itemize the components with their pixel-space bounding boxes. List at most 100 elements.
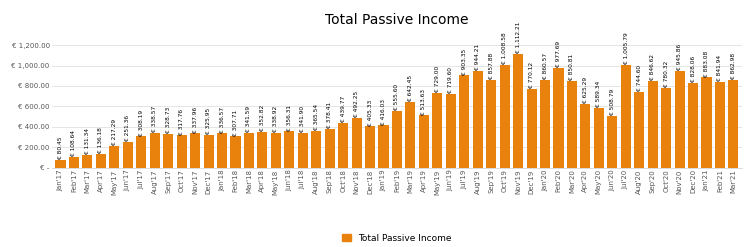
Bar (567, 81, 577, 168)
Bar (55, 160, 66, 168)
Bar (190, 133, 200, 168)
Text: € 341.90: € 341.90 (300, 106, 306, 132)
Text: € 338.92: € 338.92 (273, 106, 279, 132)
Text: € 341.59: € 341.59 (246, 106, 252, 132)
Text: € 770.12: € 770.12 (529, 62, 534, 88)
Text: € 416.03: € 416.03 (381, 99, 386, 124)
Text: € 719.60: € 719.60 (449, 67, 453, 93)
Text: € 405.33: € 405.33 (368, 99, 372, 126)
Text: € 589.34: € 589.34 (596, 81, 601, 107)
Text: € 841.94: € 841.94 (718, 55, 723, 81)
Text: € 136.18: € 136.18 (98, 127, 103, 153)
Text: € 945.86: € 945.86 (677, 44, 682, 70)
Text: € 857.88: € 857.88 (488, 53, 494, 79)
Bar (231, 136, 240, 168)
Bar (271, 133, 281, 168)
Bar (244, 133, 254, 168)
Bar (513, 54, 523, 168)
Bar (177, 135, 187, 168)
Text: € 131.34: € 131.34 (85, 128, 90, 154)
Bar (715, 82, 725, 168)
Text: € 328.73: € 328.73 (166, 107, 171, 133)
Bar (285, 131, 294, 168)
Bar (446, 94, 456, 168)
Bar (419, 115, 429, 168)
Text: € 1,112.21: € 1,112.21 (515, 22, 521, 53)
Bar (163, 134, 173, 168)
Bar (580, 104, 590, 168)
Bar (500, 65, 509, 168)
Text: € 356.31: € 356.31 (287, 105, 292, 131)
Text: € 729.00: € 729.00 (435, 66, 440, 92)
Bar (554, 68, 563, 168)
Bar (688, 83, 698, 168)
Text: € 325.95: € 325.95 (206, 107, 211, 134)
Text: € 251.36: € 251.36 (125, 115, 130, 141)
Text: € 337.96: € 337.96 (192, 106, 198, 132)
Text: € 80.45: € 80.45 (58, 136, 63, 159)
Text: € 1,005.79: € 1,005.79 (623, 32, 628, 64)
Bar (432, 93, 443, 168)
Bar (540, 80, 550, 168)
Bar (675, 71, 685, 168)
Text: € 1,008.58: € 1,008.58 (502, 32, 507, 64)
Bar (634, 92, 644, 168)
Bar (69, 157, 79, 168)
Text: € 307.71: € 307.71 (233, 109, 238, 136)
Bar (661, 88, 671, 168)
Text: € 642.45: € 642.45 (408, 75, 413, 101)
Text: € 508.79: € 508.79 (610, 89, 615, 115)
Bar (150, 133, 160, 168)
Bar (96, 154, 106, 168)
Text: € 439.77: € 439.77 (341, 96, 345, 122)
Bar (473, 71, 483, 168)
Text: € 860.57: € 860.57 (542, 53, 548, 79)
Text: € 903.35: € 903.35 (462, 48, 467, 75)
Bar (648, 81, 658, 168)
Bar (311, 130, 321, 168)
Text: € 338.57: € 338.57 (152, 106, 157, 132)
Bar (459, 75, 470, 168)
Text: € 217.29: € 217.29 (112, 119, 117, 145)
Text: € 352.82: € 352.82 (260, 105, 265, 131)
Bar (82, 155, 92, 168)
Bar (365, 126, 375, 168)
Text: € 846.62: € 846.62 (650, 54, 655, 80)
Text: € 365.54: € 365.54 (314, 103, 319, 130)
Text: € 883.08: € 883.08 (704, 50, 709, 77)
Bar (405, 102, 416, 168)
Text: € 513.63: € 513.63 (422, 88, 426, 115)
Text: € 862.98: € 862.98 (731, 53, 736, 79)
Legend: Total Passive Income: Total Passive Income (339, 230, 455, 247)
Bar (702, 78, 712, 168)
Bar (258, 132, 267, 168)
Bar (297, 133, 308, 168)
Text: € 555.60: € 555.60 (395, 84, 399, 110)
Text: € 944.21: € 944.21 (475, 44, 480, 70)
Text: € 336.57: € 336.57 (219, 106, 225, 133)
Bar (527, 89, 536, 168)
Bar (392, 111, 402, 168)
Text: € 308.19: € 308.19 (139, 109, 144, 136)
Text: € 780.32: € 780.32 (664, 61, 669, 87)
Bar (728, 80, 739, 168)
Bar (621, 65, 631, 168)
Bar (123, 142, 133, 168)
Bar (486, 80, 497, 168)
Title: Total Passive Income: Total Passive Income (325, 13, 469, 27)
Bar (324, 129, 335, 168)
Text: € 977.69: € 977.69 (556, 41, 561, 67)
Bar (136, 136, 146, 168)
Bar (607, 116, 617, 168)
Bar (338, 123, 348, 168)
Text: € 492.25: € 492.25 (354, 90, 359, 117)
Text: € 744.60: € 744.60 (637, 65, 642, 91)
Bar (204, 135, 213, 168)
Bar (109, 146, 119, 168)
Bar (217, 133, 227, 168)
Bar (378, 125, 389, 168)
Bar (594, 108, 604, 168)
Text: € 625.29: € 625.29 (583, 77, 588, 103)
Text: € 108.64: € 108.64 (71, 130, 76, 156)
Text: € 850.81: € 850.81 (569, 54, 574, 80)
